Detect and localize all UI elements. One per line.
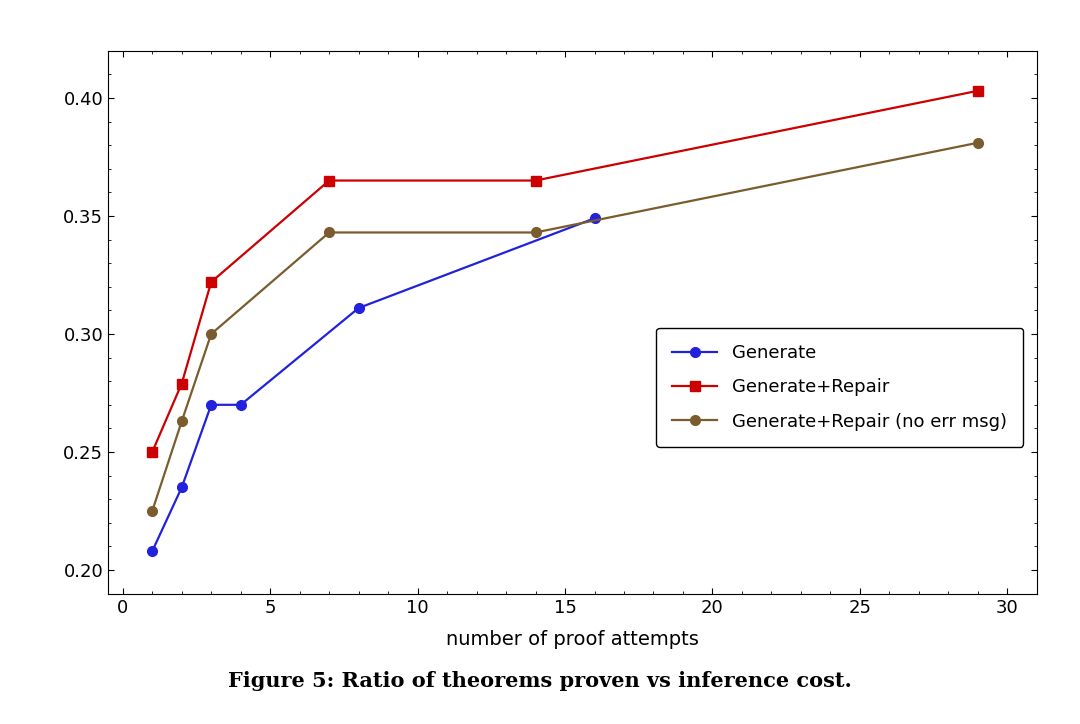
Generate (175, 483, 188, 492)
Generate+Repair (no err msg) (146, 507, 159, 515)
Generate+Repair (529, 176, 542, 185)
Generate (205, 400, 218, 409)
Generate+Repair (no err msg) (205, 329, 218, 338)
Generate+Repair (no err msg) (323, 228, 336, 237)
Line: Generate+Repair: Generate+Repair (147, 86, 983, 457)
Generate (234, 400, 247, 409)
Generate+Repair (205, 278, 218, 287)
Text: Figure 5: Ratio of theorems proven vs inference cost.: Figure 5: Ratio of theorems proven vs in… (228, 670, 852, 691)
Legend: Generate, Generate+Repair, Generate+Repair (no err msg): Generate, Generate+Repair, Generate+Repa… (656, 328, 1023, 447)
Generate+Repair (175, 379, 188, 388)
X-axis label: number of proof attempts: number of proof attempts (446, 631, 699, 649)
Generate (146, 547, 159, 555)
Generate+Repair (323, 176, 336, 185)
Line: Generate: Generate (147, 214, 599, 556)
Generate+Repair (no err msg) (529, 228, 542, 237)
Generate+Repair (no err msg) (971, 138, 984, 147)
Line: Generate+Repair (no err msg): Generate+Repair (no err msg) (147, 138, 983, 516)
Generate+Repair (146, 447, 159, 456)
Generate+Repair (971, 86, 984, 95)
Generate+Repair (no err msg) (175, 417, 188, 426)
Generate (352, 303, 365, 312)
Generate (588, 214, 600, 223)
